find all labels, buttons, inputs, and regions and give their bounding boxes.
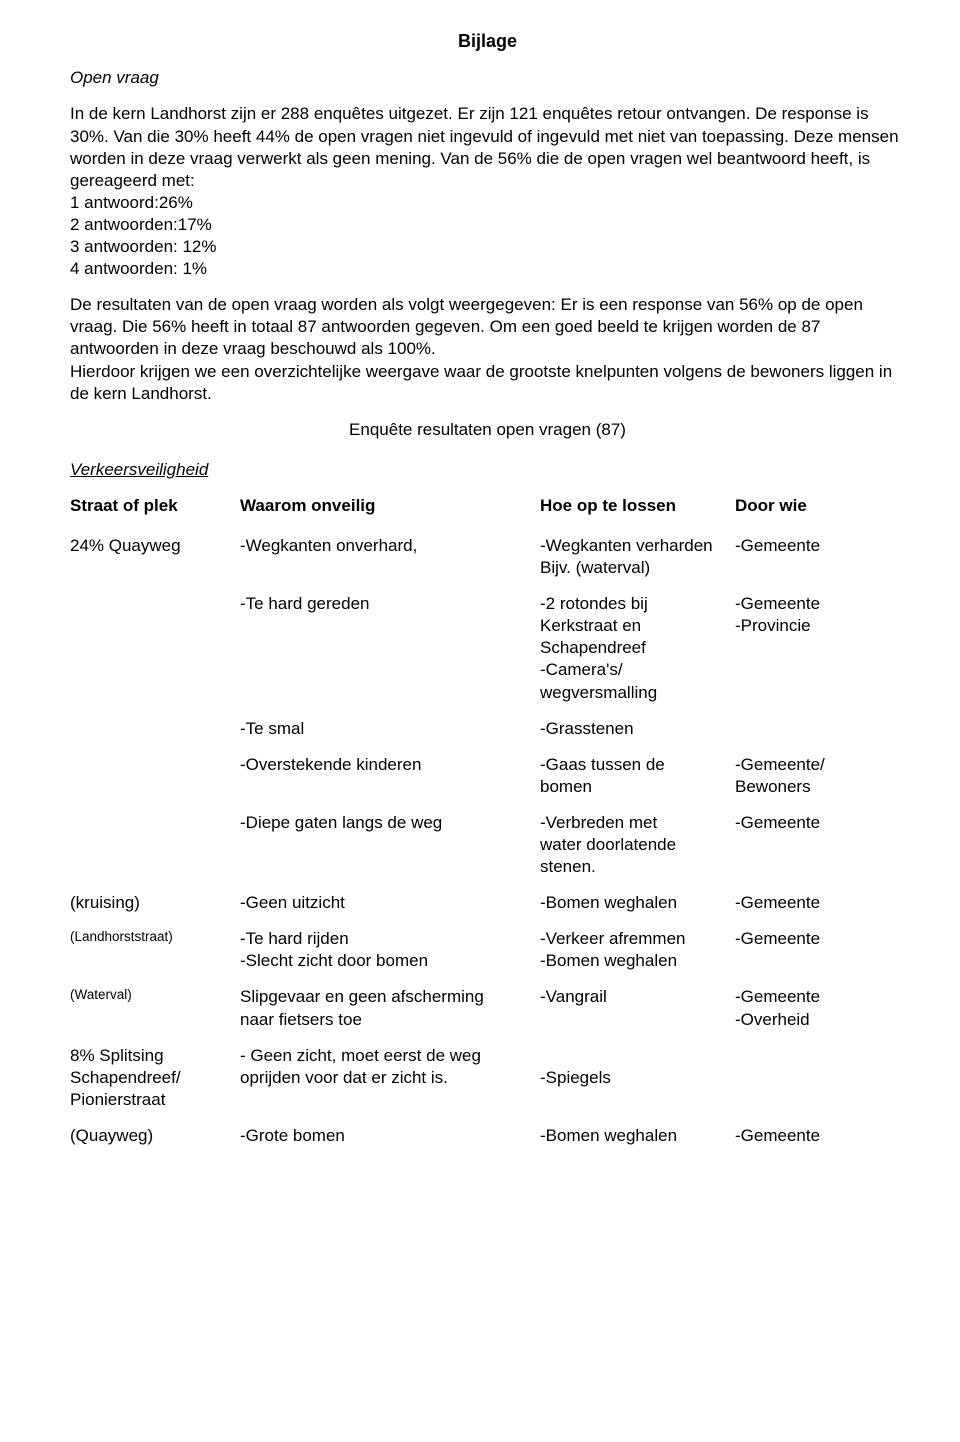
table-row: (Waterval)Slipgevaar en geen afscherming… — [70, 986, 905, 1030]
answer-1: 1 antwoord:26% — [70, 193, 193, 212]
cell-why: -Diepe gaten langs de weg — [240, 812, 540, 878]
cell-street — [70, 718, 240, 740]
cell-why: Slipgevaar en geen afscherming naar fiet… — [240, 986, 540, 1030]
results-paragraph: De resultaten van de open vraag worden a… — [70, 294, 905, 404]
section-heading: Verkeersveiligheid — [70, 459, 905, 481]
cell-who: -Gemeente — [735, 535, 905, 579]
cell-why: -Wegkanten onverhard, — [240, 535, 540, 579]
header-col-2: Waarom onveilig — [240, 495, 540, 517]
cell-street — [70, 754, 240, 798]
cell-solution: -2 rotondes bij Kerkstraat en Schapendre… — [540, 593, 735, 703]
cell-solution: -Verbreden met water doorlatende stenen. — [540, 812, 735, 878]
table-header-row: Straat of plek Waarom onveilig Hoe op te… — [70, 495, 905, 517]
open-vraag-label: Open vraag — [70, 67, 905, 89]
cell-who: -Gemeente — [735, 928, 905, 972]
cell-solution: -Vangrail — [540, 986, 735, 1030]
header-col-1: Straat of plek — [70, 495, 240, 517]
cell-who: -Gemeente -Overheid — [735, 986, 905, 1030]
cell-solution: -Grasstenen — [540, 718, 735, 740]
cell-why: - Geen zicht, moet eerst de weg oprijden… — [240, 1045, 540, 1111]
cell-street: (Quayweg) — [70, 1125, 240, 1147]
cell-street: 8% Splitsing Schapendreef/ Pionierstraat — [70, 1045, 240, 1111]
table-row: (Quayweg)-Grote bomen-Bomen weghalen-Gem… — [70, 1125, 905, 1147]
cell-who: -Gemeente — [735, 812, 905, 878]
cell-solution: -Gaas tussen de bomen — [540, 754, 735, 798]
cell-street — [70, 812, 240, 878]
cell-who: -Gemeente/ Bewoners — [735, 754, 905, 798]
cell-why: -Te smal — [240, 718, 540, 740]
table-body: 24% Quayweg-Wegkanten onverhard,-Wegkant… — [70, 535, 905, 1147]
cell-why: -Grote bomen — [240, 1125, 540, 1147]
table-row: (Landhorststraat)-Te hard rijden -Slecht… — [70, 928, 905, 972]
cell-who — [735, 718, 905, 740]
cell-who: -Gemeente — [735, 892, 905, 914]
table-row: 8% Splitsing Schapendreef/ Pionierstraat… — [70, 1045, 905, 1111]
cell-street: 24% Quayweg — [70, 535, 240, 579]
answer-3: 3 antwoorden: 12% — [70, 237, 217, 256]
cell-who: -Gemeente -Provincie — [735, 593, 905, 703]
cell-street: (kruising) — [70, 892, 240, 914]
cell-why: -Te hard gereden — [240, 593, 540, 703]
intro-text: In de kern Landhorst zijn er 288 enquête… — [70, 104, 899, 189]
cell-why: -Overstekende kinderen — [240, 754, 540, 798]
cell-solution: -Spiegels — [540, 1045, 735, 1111]
table-row: -Te hard gereden-2 rotondes bij Kerkstra… — [70, 593, 905, 703]
cell-street — [70, 593, 240, 703]
header-col-4: Door wie — [735, 495, 905, 517]
cell-solution: -Bomen weghalen — [540, 1125, 735, 1147]
table-row: -Overstekende kinderen-Gaas tussen de bo… — [70, 754, 905, 798]
cell-street: (Landhorststraat) — [70, 928, 240, 972]
cell-who — [735, 1045, 905, 1111]
table-row: 24% Quayweg-Wegkanten onverhard,-Wegkant… — [70, 535, 905, 579]
answer-2: 2 antwoorden:17% — [70, 215, 212, 234]
table-row: (kruising)-Geen uitzicht-Bomen weghalen-… — [70, 892, 905, 914]
survey-subtitle: Enquête resultaten open vragen (87) — [70, 419, 905, 441]
cell-why: -Te hard rijden -Slecht zicht door bomen — [240, 928, 540, 972]
answer-4: 4 antwoorden: 1% — [70, 259, 207, 278]
document-title: Bijlage — [70, 30, 905, 53]
document-page: Bijlage Open vraag In de kern Landhorst … — [0, 0, 960, 1201]
cell-solution: -Bomen weghalen — [540, 892, 735, 914]
table-row: -Diepe gaten langs de weg-Verbreden met … — [70, 812, 905, 878]
results-text-1: De resultaten van de open vraag worden a… — [70, 295, 863, 358]
header-col-3: Hoe op te lossen — [540, 495, 735, 517]
cell-solution: -Wegkanten verharden Bijv. (waterval) — [540, 535, 735, 579]
results-text-2: Hierdoor krijgen we een overzichtelijke … — [70, 362, 892, 403]
table-row: -Te smal-Grasstenen — [70, 718, 905, 740]
cell-solution: -Verkeer afremmen -Bomen weghalen — [540, 928, 735, 972]
intro-paragraph: In de kern Landhorst zijn er 288 enquête… — [70, 103, 905, 280]
cell-street: (Waterval) — [70, 986, 240, 1030]
cell-who: -Gemeente — [735, 1125, 905, 1147]
cell-why: -Geen uitzicht — [240, 892, 540, 914]
